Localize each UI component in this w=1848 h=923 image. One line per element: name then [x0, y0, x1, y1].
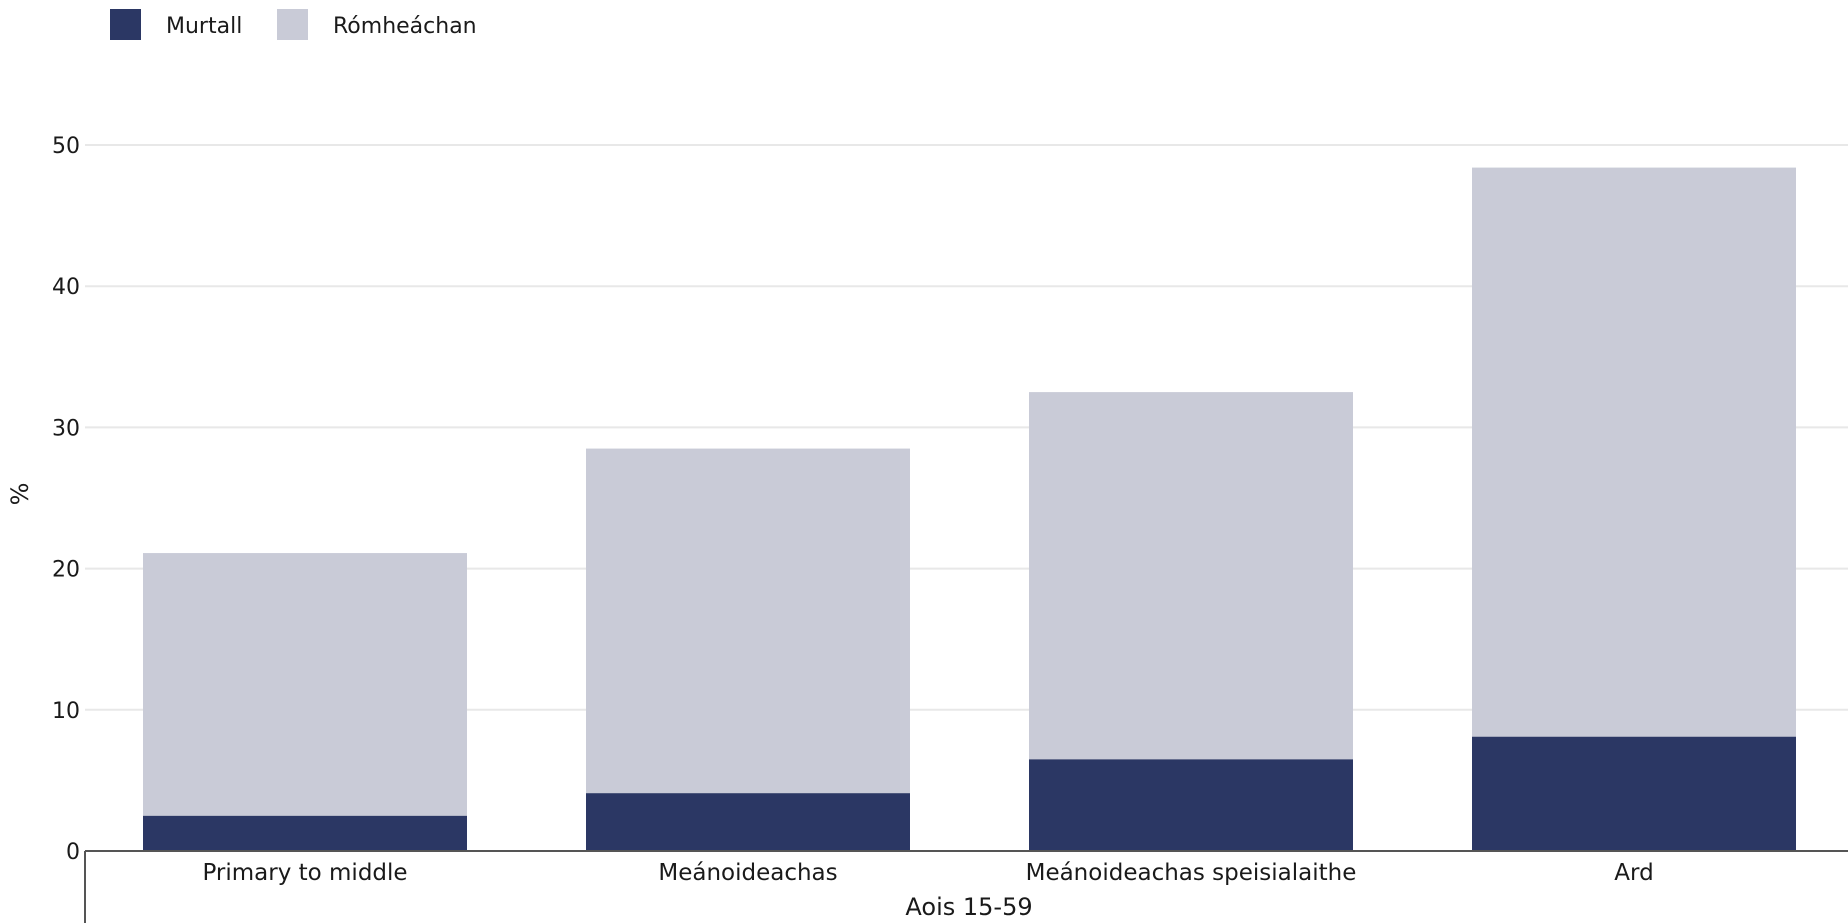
bar-murtall-0	[143, 815, 467, 851]
bar-romheachan-1	[586, 448, 910, 794]
y-tick-label: 30	[52, 416, 80, 441]
x-tick-label: Primary to middle	[202, 860, 407, 886]
x-tick-label: Meánoideachas speisialaithe	[1026, 860, 1357, 886]
bars	[143, 167, 1796, 851]
x-axis-title: Aois 15-59	[905, 893, 1032, 921]
x-tick-label: Ard	[1614, 860, 1653, 886]
legend-label: Rómheáchan	[333, 14, 477, 39]
bar-romheachan-3	[1472, 167, 1796, 737]
legend-swatch	[110, 9, 141, 40]
bar-murtall-3	[1472, 736, 1796, 851]
y-tick-label: 0	[66, 840, 80, 865]
legend-swatch	[277, 9, 308, 40]
x-tick-label: Meánoideachas	[658, 860, 837, 886]
legend: Murtall Rómheáchan	[110, 9, 477, 40]
y-tick-label: 20	[52, 558, 80, 583]
bar-romheachan-0	[143, 553, 467, 816]
y-tick-label: 40	[52, 275, 80, 300]
y-tick-label: 10	[52, 699, 80, 724]
axis-labels: 0 10 20 30 40 50 Primary to middle Meánoideacha…	[52, 134, 1654, 886]
y-axis-title: %	[6, 483, 34, 506]
legend-label: Murtall	[166, 14, 242, 39]
axes	[84, 850, 1848, 923]
bar-romheachan-2	[1029, 392, 1353, 760]
bar-murtall-2	[1029, 759, 1353, 851]
y-tick-label: 50	[52, 134, 80, 159]
bar-murtall-1	[586, 793, 910, 851]
